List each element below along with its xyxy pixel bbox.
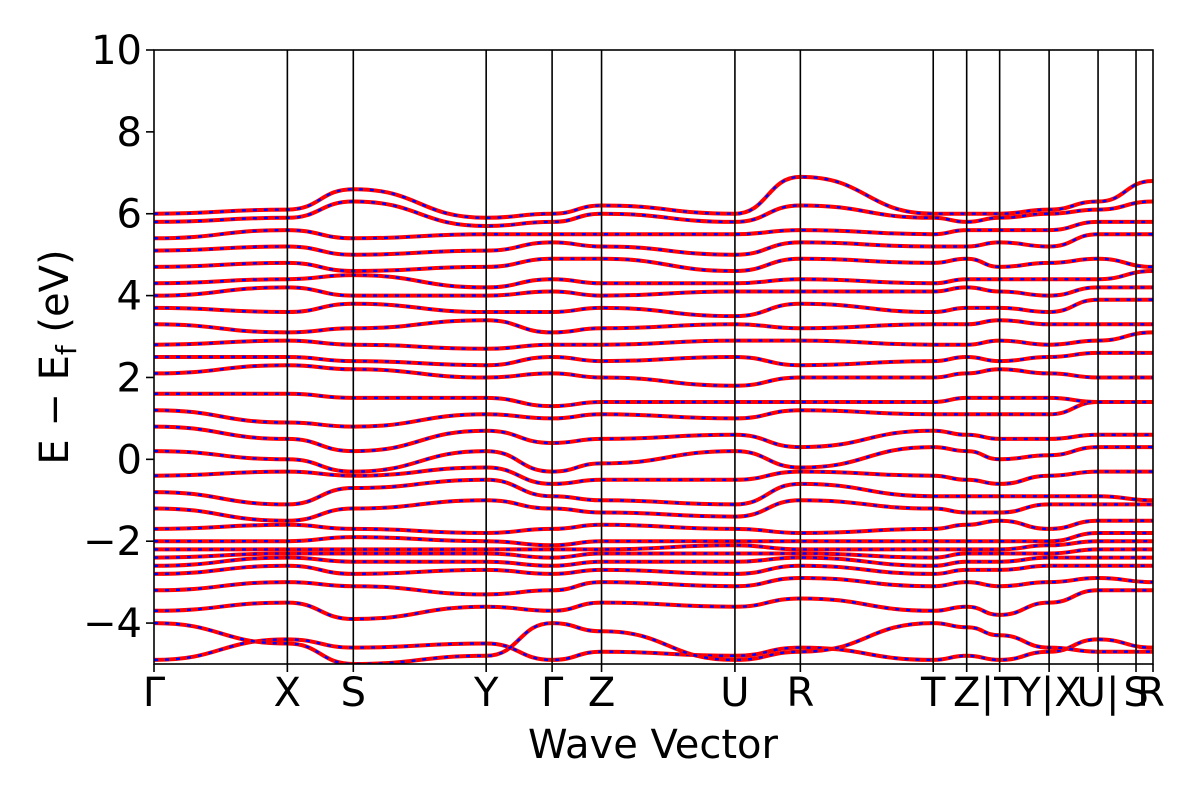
band-0-red [154,637,1153,662]
band-25-red [154,232,1153,257]
band-22-red [154,285,1153,298]
x-tick-label-5: Z [588,670,615,716]
x-tick-label-9: Z [953,670,980,716]
y-axis-title-unit: (eV) [32,249,78,345]
band-17-red [154,363,1153,388]
band-24-red [154,256,1153,274]
y-tick-label-7: 10 [91,28,142,74]
band-0-blue [154,638,1153,662]
x-tick-label-12: U| [1077,670,1120,716]
x-tick-label-7: R [786,670,814,716]
band-3-red [154,575,1153,597]
band-28-red [154,174,1153,220]
y-axis-title: E − Ef (eV) [32,249,83,464]
band-23-red [154,269,1153,290]
y-axis-title-sub: f [50,344,83,355]
x-tick-label-10: |T [981,670,1019,716]
band-8-red [154,531,1153,548]
x-axis-title: Wave Vector [528,722,779,768]
y-tick-label-1: −2 [83,519,142,565]
y-axis: −4 −2 0 2 4 6 8 10 [83,28,154,647]
x-tick-label-13: S [1123,670,1148,716]
band-2-red [154,588,1153,622]
band-16-red [154,391,1153,409]
x-tick-label-11: Y|X [1015,670,1081,716]
x-axis: Γ X S Y Γ Z U R T Z |TY|XU| SR [143,664,1165,716]
x-tick-label-4: Γ [541,670,564,716]
y-tick-label-5: 6 [117,192,142,238]
y-tick-label-3: 2 [117,355,142,401]
band-15-red [154,400,1153,429]
band-18-red [154,350,1153,368]
x-tick-label-1: X [274,670,301,716]
x-tick-label-0: Γ [143,670,166,716]
band-9-red [154,518,1153,536]
band-20-red [154,318,1153,335]
band-21-red [154,297,1153,319]
x-tick-label-14: R [1137,670,1165,716]
y-tick-label-4: 4 [117,274,142,320]
y-axis-title-main: E − E [32,355,78,465]
y-tick-label-2: 0 [117,437,142,483]
x-tick-label-8: T [920,670,946,716]
band-12-red [154,465,1153,486]
kpoint-lines [286,50,1137,664]
band-11-blue [154,478,1153,506]
band-25-blue [154,233,1153,256]
x-tick-label-6: U [720,670,749,716]
x-tick-label-3: Y [473,670,499,716]
band-4-red [154,563,1153,576]
x-tick-label-2: S [341,670,366,716]
y-tick-label-0: −4 [83,601,142,647]
y-tick-label-6: 8 [117,110,142,156]
plot-frame [153,49,1154,665]
bands-layer [154,174,1153,664]
